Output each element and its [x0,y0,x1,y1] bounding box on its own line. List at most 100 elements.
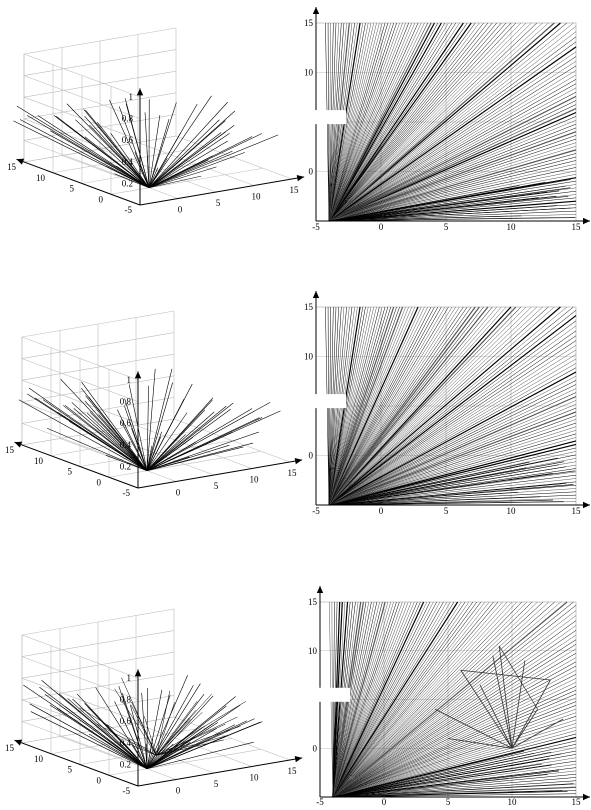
fan-line [328,306,449,506]
fan-line [146,368,156,471]
fan-line [332,648,577,798]
fan-line [146,382,173,471]
fan-line [328,474,577,506]
fan-line [328,100,577,222]
fan-line [328,131,577,222]
fan-line [332,601,528,798]
fan-line [328,306,464,506]
fan-line [332,770,560,798]
fan-line [328,210,577,222]
fan-line [328,496,541,506]
z-axis-arrow [136,88,144,96]
fan-line [332,601,494,798]
floor-grid-line [135,425,253,469]
fan-line [328,22,409,222]
fan-line [332,712,577,798]
fan-line [328,22,567,222]
fan-line [328,306,400,506]
x-axis-arrow [296,174,305,182]
fan-line [328,306,409,506]
fan-line [328,205,558,222]
fan-line [145,743,148,769]
fan-line [332,601,470,798]
y-tick-label: -5 [123,488,131,498]
secondary-fan-line [156,702,175,756]
fan-line [328,22,527,222]
fan-line [328,426,577,506]
fan-line [56,116,150,188]
y-tick-label: 15 [5,743,15,753]
fan-line [87,706,148,769]
fan-line [328,31,577,222]
fan-line [95,687,148,769]
fan-line [328,306,383,506]
fan-line [146,704,241,769]
fan-line [328,440,577,506]
fan-line [328,51,577,222]
x-tick-label: 5 [444,506,449,516]
y-axis-arrow [16,158,25,165]
fan-line [328,491,577,506]
fan-line [332,601,406,798]
fan-line [328,138,577,222]
fan-line [328,306,522,506]
fan-line [67,698,148,769]
fan-line [328,358,577,506]
z-tick-label: 0.8 [120,695,132,705]
fan-line [148,101,228,188]
fan-line [328,306,507,506]
fan-line [148,115,161,188]
fan-line [328,65,577,222]
x-tick-label: 15 [288,766,298,776]
fan-line [328,306,392,506]
wall-grid-line [21,634,139,679]
fan-line [146,739,153,769]
x-tick-label: 10 [252,192,262,202]
fan-line [328,197,577,222]
fan-line [332,773,577,798]
y-tick-label: 0 [309,451,314,461]
fan-line [328,167,577,222]
secondary-fan-line [156,718,190,756]
x-tick-label: 10 [250,773,260,783]
fan-line [332,791,568,798]
fan-line [328,22,502,222]
fan-line [328,207,571,222]
fan-line [332,777,577,798]
fan-line [328,464,560,506]
fan-line [328,22,369,222]
fan-line [328,22,419,222]
fan-line [332,693,577,798]
fan-line [332,601,459,798]
secondary-fan-line [460,670,513,749]
y-tick-label: 15 [7,162,17,172]
fan-line [328,306,549,506]
fan-line [328,22,432,222]
fan-line [328,22,416,222]
fan-line [332,750,524,798]
x-tick-label: 5 [216,198,221,208]
fan-line [328,22,397,222]
fan-line [328,306,456,506]
fan-line [328,74,577,222]
wall-grid-line [21,721,139,765]
fan-line [72,698,148,769]
fan-line [332,689,577,798]
fan-line [332,601,448,798]
secondary-fan-line [511,679,551,749]
fan-line [146,721,261,770]
fan-line [332,601,403,798]
fan-line [328,306,472,506]
fan-line [146,402,271,472]
fan-line [332,601,503,798]
fan-line [114,173,150,189]
fan-line [332,726,577,798]
fan-line [328,22,428,222]
fan-line [328,146,577,222]
fan-line [332,733,577,798]
x-tick-label: 15 [572,797,582,807]
fan-line [328,56,577,222]
fan-line [328,104,577,222]
fan-line [332,708,577,798]
x-tick-label: 15 [290,185,300,195]
